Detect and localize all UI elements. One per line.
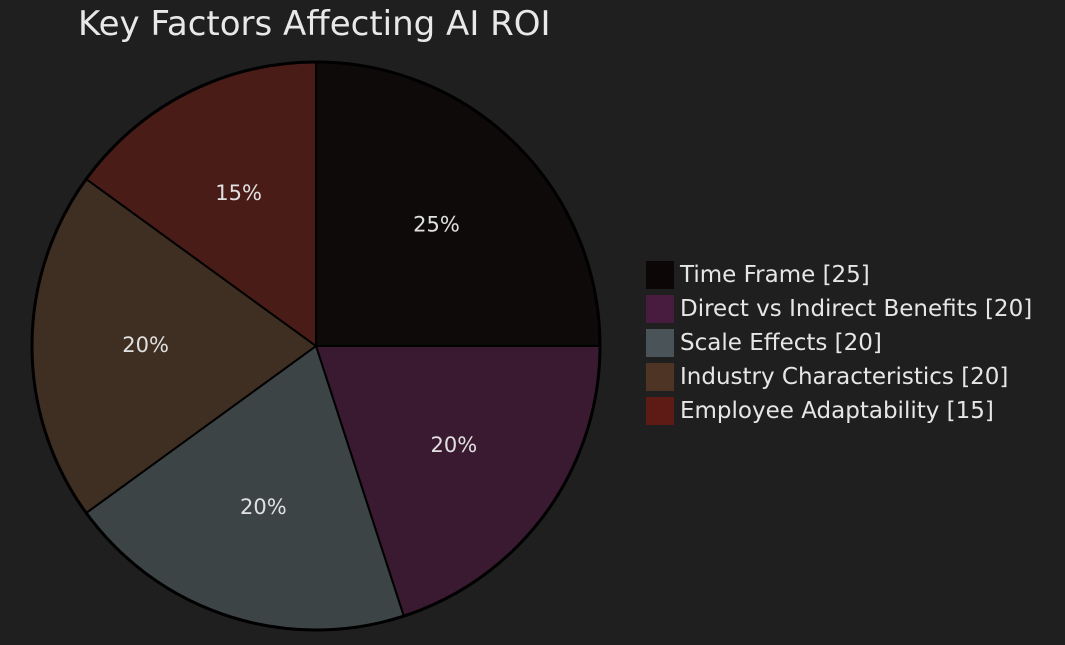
pie-slices — [30, 60, 602, 632]
slice-percent-label-2: 20% — [431, 433, 478, 457]
legend-item-4: Industry Characteristics [20] — [646, 360, 1032, 394]
legend-item-2: Direct vs Indirect Benefits [20] — [646, 292, 1032, 326]
slice-percent-label-5: 15% — [215, 181, 262, 205]
legend-swatch — [646, 261, 674, 289]
legend-item-1: Time Frame [25] — [646, 258, 1032, 292]
chart-title: Key Factors Affecting AI ROI — [78, 4, 551, 44]
legend-swatch — [646, 329, 674, 357]
pie-slice-1 — [315, 60, 602, 347]
legend-label: Scale Effects [20] — [680, 330, 882, 356]
pie-outline — [30, 60, 602, 632]
legend-label: Employee Adaptability [15] — [680, 398, 994, 424]
legend-swatch — [646, 397, 674, 425]
legend-label: Time Frame [25] — [680, 262, 870, 288]
slice-percent-label-3: 20% — [240, 495, 287, 519]
legend: Time Frame [25] Direct vs Indirect Benefi… — [646, 258, 1032, 428]
legend-item-5: Employee Adaptability [15] — [646, 394, 1032, 428]
legend-swatch — [646, 363, 674, 391]
legend-label: Industry Characteristics [20] — [680, 364, 1009, 390]
legend-label: Direct vs Indirect Benefits [20] — [680, 296, 1033, 322]
pie-percent-labels: 25% 20% 20% 20% 15% — [122, 181, 477, 519]
slice-percent-label-1: 25% — [413, 213, 460, 237]
legend-swatch — [646, 295, 674, 323]
slice-percent-label-4: 20% — [122, 333, 169, 357]
legend-item-3: Scale Effects [20] — [646, 326, 1032, 360]
